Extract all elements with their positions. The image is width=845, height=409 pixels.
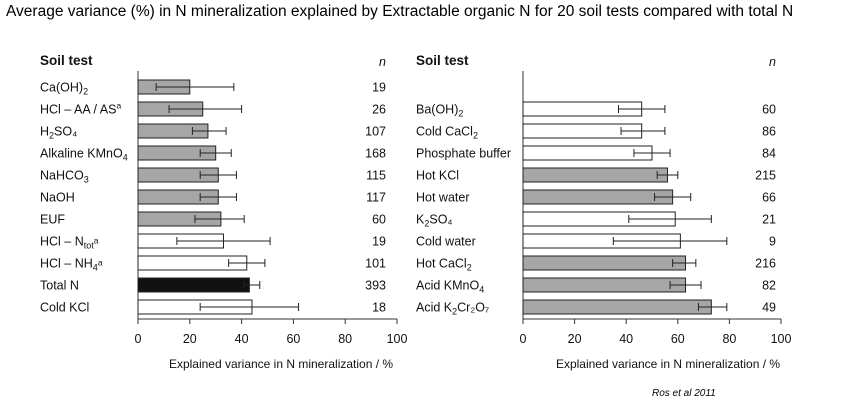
header-soil-test: Soil test <box>416 53 469 68</box>
bar <box>522 299 712 315</box>
row-label: HCl – AA / ASa <box>40 101 121 117</box>
citation: Ros et al 2011 <box>652 388 716 399</box>
row-n: 18 <box>372 301 386 315</box>
row-label: EUF <box>40 213 65 227</box>
x-axis-label: Explained variance in N mineralization /… <box>169 357 393 371</box>
bar <box>522 255 687 271</box>
row-label: Acid KMnO4 <box>416 279 484 295</box>
row-n: 107 <box>365 125 386 139</box>
x-tick-label: 0 <box>135 332 142 346</box>
row-n: 82 <box>762 279 776 293</box>
row-label: Cold CaCl2 <box>416 125 478 141</box>
row-label: Alkaline KMnO4 <box>40 147 128 163</box>
header-soil-test: Soil test <box>40 53 93 68</box>
x-tick-label: 40 <box>235 332 249 346</box>
row-n: 66 <box>762 191 776 205</box>
row-n: 215 <box>755 169 776 183</box>
x-tick-label: 0 <box>520 332 527 346</box>
row-n: 86 <box>762 125 776 139</box>
row-label: Acid K2Cr₂O₇ <box>416 301 489 317</box>
row-n: 101 <box>365 257 386 271</box>
row-label: Cold water <box>416 235 476 249</box>
x-tick-label: 80 <box>722 332 736 346</box>
x-tick-label: 60 <box>671 332 685 346</box>
row-n: 19 <box>372 235 386 249</box>
bar <box>522 277 687 293</box>
row-label: HCl – Ntota <box>40 235 99 251</box>
x-tick-label: 40 <box>619 332 633 346</box>
x-axis-label: Explained variance in N mineralization /… <box>556 357 780 371</box>
bar <box>137 277 250 293</box>
row-label: Ca(OH)2 <box>40 81 88 97</box>
row-label: Hot KCl <box>416 169 459 183</box>
row-label: HCl – NH4a <box>40 257 103 273</box>
row-label: Ba(OH)2 <box>416 103 463 119</box>
row-label: H2SO₄ <box>40 125 77 141</box>
bar <box>522 167 668 183</box>
x-tick-label: 100 <box>771 332 792 346</box>
x-tick-label: 20 <box>568 332 582 346</box>
row-n: 115 <box>366 169 386 183</box>
x-tick-label: 80 <box>338 332 352 346</box>
row-n: 9 <box>769 235 776 249</box>
row-n: 216 <box>755 257 776 271</box>
row-label: Phosphate buffer <box>416 147 511 161</box>
page-title: Average variance (%) in N mineralization… <box>6 3 794 20</box>
row-n: 19 <box>372 81 386 95</box>
row-label: K2SO₄ <box>416 213 453 229</box>
row-n: 168 <box>365 147 386 161</box>
header-n: n <box>769 55 776 69</box>
row-n: 26 <box>372 103 386 117</box>
row-label: Hot CaCl2 <box>416 257 472 273</box>
row-n: 60 <box>762 103 776 117</box>
row-n: 49 <box>762 301 776 315</box>
row-n: 393 <box>365 279 386 293</box>
x-tick-label: 20 <box>183 332 197 346</box>
row-n: 84 <box>762 147 776 161</box>
row-label: Total N <box>40 279 79 293</box>
bar <box>522 145 653 161</box>
row-n: 60 <box>372 213 386 227</box>
row-label: Cold KCl <box>40 301 89 315</box>
row-label: Hot water <box>416 191 470 205</box>
row-n: 117 <box>366 191 386 205</box>
row-label: NaOH <box>40 191 75 205</box>
row-label: NaHCO3 <box>40 169 89 185</box>
header-n: n <box>379 55 386 69</box>
bar <box>522 189 674 205</box>
x-tick-label: 100 <box>387 332 408 346</box>
row-n: 21 <box>762 213 776 227</box>
x-tick-label: 60 <box>286 332 300 346</box>
